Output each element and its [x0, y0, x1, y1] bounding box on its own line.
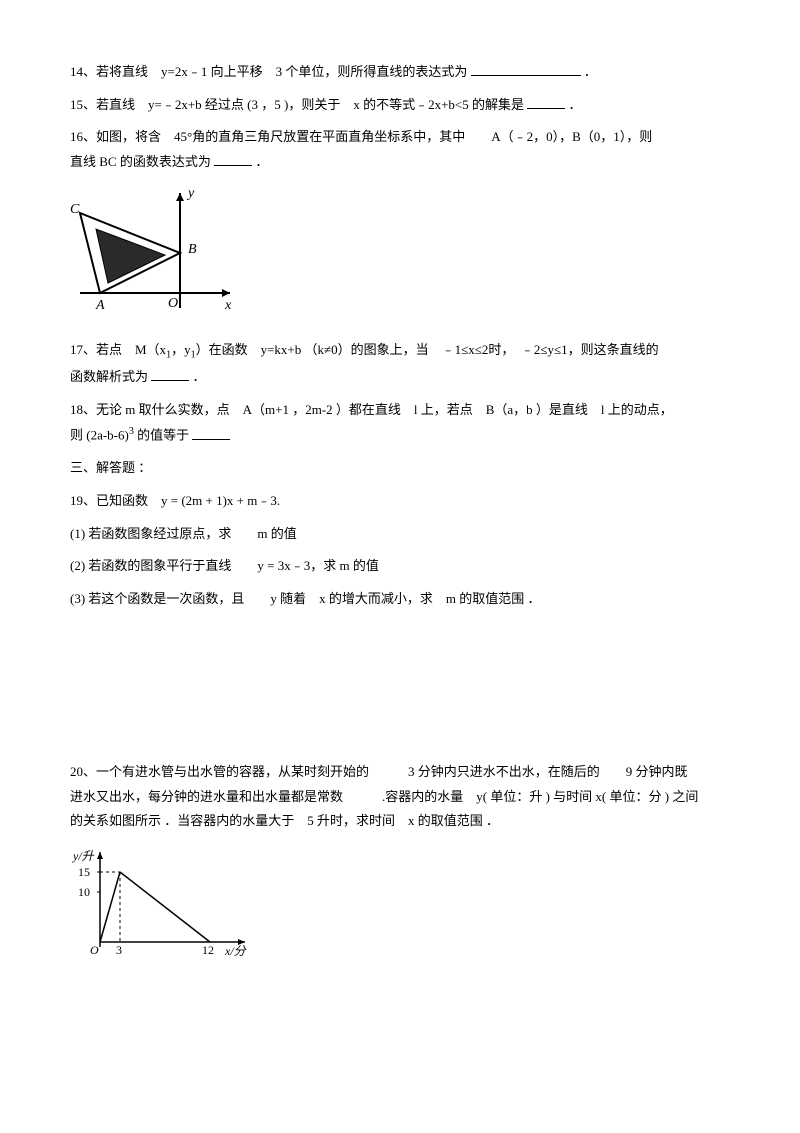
q17-p3: ）在函数 y=kx+b （k≠0）的图象上，当 ﹣1≤x≤2时， ﹣2≤y≤1，…	[196, 342, 659, 357]
label-x: x	[224, 298, 232, 313]
blank	[151, 367, 189, 381]
label-B: B	[188, 242, 197, 257]
q17-end: ．	[193, 369, 206, 384]
q17-p2: ，y	[171, 342, 191, 357]
q20-line1: 20、一个有进水管与出水管的容器，从某时刻开始的 3 分钟内只进水不出水，在随后…	[70, 760, 730, 785]
q17-line1-wrap: 17、若点 M（x1，y1）在函数 y=kx+b （k≠0）的图象上，当 ﹣1≤…	[70, 338, 730, 365]
blank	[471, 62, 581, 76]
q16-end: ．	[255, 154, 268, 169]
label-A: A	[95, 298, 105, 313]
q20-line3: 的关系如图所示 ．当容器内的水量大于 5 升时，求时间 x 的取值范围 ．	[70, 809, 730, 834]
question-19-2: (2) 若函数的图象平行于直线 y = 3x﹣3，求 m 的值	[70, 554, 730, 579]
label-x2: x/分	[224, 944, 247, 958]
q15-end: ．	[569, 97, 582, 112]
label-y: y	[186, 186, 195, 201]
q18-line1: 18、无论 m 取什么实数，点 A（m+1 ，2m-2 ）都在直线 l 上，若点…	[70, 398, 730, 423]
q17-p1: 17、若点 M（x	[70, 342, 166, 357]
triangle-coord-svg: y x O A B C	[70, 183, 240, 318]
question-16: 16、如图，将含 45°角的直角三角尺放置在平面直角坐标系中，其中 A（﹣2，0…	[70, 125, 730, 174]
figure-1: y x O A B C	[70, 183, 730, 327]
question-15: 15、若直线 y=﹣2x+b 经过点 (3 ，5 )，则关于 x 的不等式﹣2x…	[70, 93, 730, 118]
label-y2: y/升	[72, 849, 95, 863]
question-19-1: (1) 若函数图象经过原点，求 m 的值	[70, 522, 730, 547]
label-15: 15	[78, 865, 90, 879]
blank	[527, 95, 565, 109]
q18-p2: 的值等于	[134, 428, 189, 443]
q15-text: 15、若直线 y=﹣2x+b 经过点 (3 ，5 )，则关于 x 的不等式﹣2x…	[70, 97, 524, 112]
q17-line2: 函数解析式为	[70, 369, 148, 384]
question-14: 14、若将直线 y=2x﹣1 向上平移 3 个单位，则所得直线的表达式为 ．	[70, 60, 730, 85]
water-graph-svg: y/升 x/分 O 3 12 10 15	[70, 842, 260, 962]
section-3-title: 三、解答题 ：	[70, 456, 730, 481]
q14-end: ．	[584, 64, 597, 79]
blank	[214, 152, 252, 166]
q18-line2-wrap: 则 (2a-b-6)3 的值等于	[70, 422, 730, 448]
blank	[192, 426, 230, 440]
q20-line2: 进水又出水，每分钟的进水量和出水量都是常数 .容器内的水量 y( 单位：升 ) …	[70, 785, 730, 810]
q14-text: 14、若将直线 y=2x﹣1 向上平移 3 个单位，则所得直线的表达式为	[70, 64, 467, 79]
question-19-3: (3) 若这个函数是一次函数，且 y 随着 x 的增大而减小，求 m 的取值范围…	[70, 587, 730, 612]
q16-line2: 直线 BC 的函数表达式为	[70, 154, 211, 169]
q18-p1: 则 (2a-b-6)	[70, 428, 129, 443]
question-20: 20、一个有进水管与出水管的容器，从某时刻开始的 3 分钟内只进水不出水，在随后…	[70, 760, 730, 834]
question-18: 18、无论 m 取什么实数，点 A（m+1 ，2m-2 ）都在直线 l 上，若点…	[70, 398, 730, 449]
label-3: 3	[116, 943, 122, 957]
question-19: 19、已知函数 y = (2m + 1)x + m﹣3.	[70, 489, 730, 514]
label-O2: O	[90, 943, 99, 957]
label-12: 12	[202, 943, 214, 957]
page-content: 14、若将直线 y=2x﹣1 向上平移 3 个单位，则所得直线的表达式为 ． 1…	[0, 0, 800, 1023]
q17-line2-wrap: 函数解析式为 ．	[70, 365, 730, 390]
q16-line2-wrap: 直线 BC 的函数表达式为 ．	[70, 150, 730, 175]
figure-2: y/升 x/分 O 3 12 10 15	[70, 842, 730, 971]
label-C: C	[70, 202, 80, 217]
vertical-gap	[70, 620, 730, 760]
label-10: 10	[78, 885, 90, 899]
label-O: O	[168, 296, 178, 311]
q16-line1: 16、如图，将含 45°角的直角三角尺放置在平面直角坐标系中，其中 A（﹣2，0…	[70, 125, 730, 150]
question-17: 17、若点 M（x1，y1）在函数 y=kx+b （k≠0）的图象上，当 ﹣1≤…	[70, 338, 730, 389]
